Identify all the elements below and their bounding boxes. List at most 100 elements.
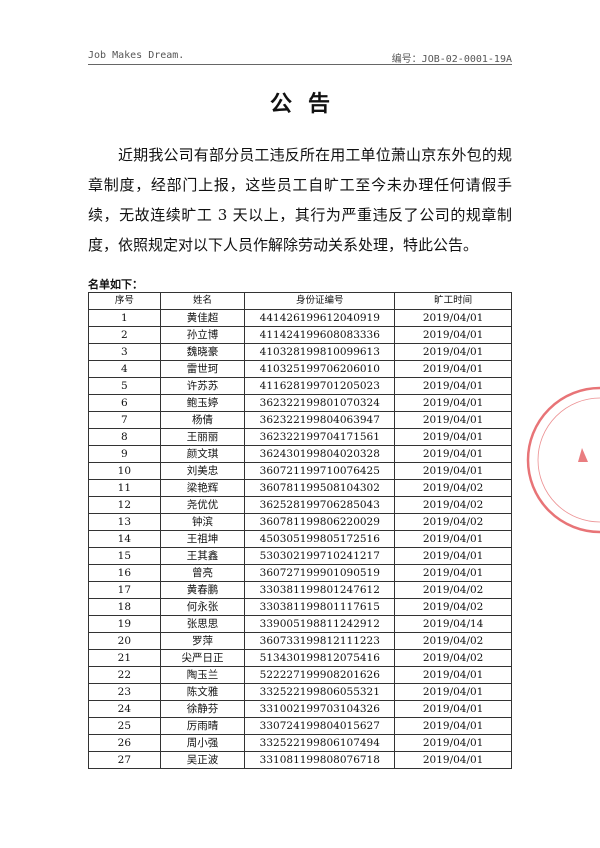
table-row: 5 许苏苏 411628199701205023 2019/04/01	[88, 377, 512, 395]
table-cell: 24	[88, 700, 161, 718]
table-cell: 21	[88, 649, 161, 667]
table-cell: 周小强	[159, 734, 246, 752]
table-cell: 厉雨晴	[159, 717, 246, 735]
table-cell: 2019/04/02	[394, 649, 512, 667]
table-cell: 16	[88, 564, 161, 582]
table-row: 20 罗萍 360733199812111223 2019/04/02	[88, 632, 512, 650]
table-cell: 曾亮	[159, 564, 246, 582]
table-row: 26 周小强 332522199806107494 2019/04/01	[88, 734, 512, 752]
table-row: 27 吴正波 331081199808076718 2019/04/01	[88, 751, 512, 769]
table-cell: 钟滨	[159, 513, 246, 531]
table-cell: 徐静芬	[159, 700, 246, 718]
table-cell: 2019/04/01	[394, 530, 512, 548]
table-cell: 332522199806107494	[244, 734, 396, 752]
table-cell: 2019/04/01	[394, 411, 512, 429]
table-cell: 19	[88, 615, 161, 633]
table-cell: 410328199810099613	[244, 343, 396, 361]
table-cell: 2019/04/01	[394, 394, 512, 412]
table-cell: 330724199804015627	[244, 717, 396, 735]
header-left: Job Makes Dream.	[88, 50, 185, 61]
table-row: 8 王丽丽 362322199704171561 2019/04/01	[88, 428, 512, 446]
table-cell: 339005198811242912	[244, 615, 396, 633]
table-cell: 360781199806220029	[244, 513, 396, 531]
table-row: 6 鲍玉婷 362322199801070324 2019/04/01	[88, 394, 512, 412]
table-cell: 陈文雅	[159, 683, 246, 701]
table-cell: 441426199612040919	[244, 309, 396, 327]
table-cell: 2019/04/01	[394, 564, 512, 582]
table-cell: 20	[88, 632, 161, 650]
table-cell: 362322199704171561	[244, 428, 396, 446]
table-cell: 2019/04/01	[394, 462, 512, 480]
table-row: 2 孙立博 411424199608083336 2019/04/01	[88, 326, 512, 344]
table-cell: 9	[88, 445, 161, 463]
table-cell: 2019/04/01	[394, 428, 512, 446]
table-cell: 11	[88, 479, 161, 497]
table-cell: 2019/04/02	[394, 632, 512, 650]
table-cell: 330381199801247612	[244, 581, 396, 599]
table-row: 19 张思思 339005198811242912 2019/04/14	[88, 615, 512, 633]
table-cell: 10	[88, 462, 161, 480]
table-cell: 王其鑫	[159, 547, 246, 565]
table-row: 17 黄春鹏 330381199801247612 2019/04/02	[88, 581, 512, 599]
table-cell: 2019/04/01	[394, 734, 512, 752]
header-cell: 旷工时间	[394, 292, 512, 310]
table-cell: 411628199701205023	[244, 377, 396, 395]
header-row: 序号 姓名 身份证编号 旷工时间	[88, 292, 512, 310]
page-header: Job Makes Dream. 编号：JOB-02-0001-19A	[88, 50, 512, 65]
table-cell: 2019/04/01	[394, 309, 512, 327]
table-cell: 2019/04/02	[394, 479, 512, 497]
table-cell: 2019/04/01	[394, 683, 512, 701]
table-cell: 410325199706206010	[244, 360, 396, 378]
table-cell: 2019/04/01	[394, 445, 512, 463]
table-row: 16 曾亮 360727199901090519 2019/04/01	[88, 564, 512, 582]
table-row: 14 王祖坤 450305199805172516 2019/04/01	[88, 530, 512, 548]
table-cell: 2019/04/01	[394, 700, 512, 718]
header-cell: 身份证编号	[244, 292, 396, 310]
table-cell: 15	[88, 547, 161, 565]
table-cell: 23	[88, 683, 161, 701]
table-cell: 14	[88, 530, 161, 548]
table-cell: 2019/04/01	[394, 326, 512, 344]
table-row: 7 杨倩 362322199804063947 2019/04/01	[88, 411, 512, 429]
table-cell: 411424199608083336	[244, 326, 396, 344]
table-row: 11 梁艳辉 360781199508104302 2019/04/02	[88, 479, 512, 497]
table-row: 1 黄佳超 441426199612040919 2019/04/01	[88, 309, 512, 327]
table-row: 3 魏晓豪 410328199810099613 2019/04/01	[88, 343, 512, 361]
table-cell: 颜文琪	[159, 445, 246, 463]
table-cell: 3	[88, 343, 161, 361]
table-row: 4 雷世珂 410325199706206010 2019/04/01	[88, 360, 512, 378]
table-cell: 2019/04/01	[394, 547, 512, 565]
table-row: 13 钟滨 360781199806220029 2019/04/02	[88, 513, 512, 531]
title: 公告	[269, 91, 346, 117]
table-cell: 2019/04/02	[394, 513, 512, 531]
table-cell: 7	[88, 411, 161, 429]
table-cell: 张思思	[159, 615, 246, 633]
table-row: 22 陶玉兰 522227199908201626 2019/04/01	[88, 666, 512, 684]
table-row: 23 陈文雅 332522199806055321 2019/04/01	[88, 683, 512, 701]
header-cell: 姓名	[159, 292, 246, 310]
table-cell: 22	[88, 666, 161, 684]
table-cell: 2019/04/01	[394, 751, 512, 769]
table-cell: 2019/04/02	[394, 496, 512, 514]
table-cell: 18	[88, 598, 161, 616]
table-cell: 12	[88, 496, 161, 514]
table-cell: 5	[88, 377, 161, 395]
table-cell: 鲍玉婷	[159, 394, 246, 412]
header-right: 编号：JOB-02-0001-19A	[391, 54, 512, 65]
table-cell: 王祖坤	[159, 530, 246, 548]
stamp	[526, 386, 600, 534]
table-cell: 522227199908201626	[244, 666, 396, 684]
table-cell: 黄佳超	[159, 309, 246, 327]
table-cell: 332522199806055321	[244, 683, 396, 701]
table-cell: 8	[88, 428, 161, 446]
table-cell: 魏晓豪	[159, 343, 246, 361]
table-cell: 362322199801070324	[244, 394, 396, 412]
table-row: 25 厉雨晴 330724199804015627 2019/04/01	[88, 717, 512, 735]
table-cell: 2019/04/01	[394, 360, 512, 378]
table-cell: 27	[88, 751, 161, 769]
table-cell: 13	[88, 513, 161, 531]
table-cell: 黄春鹏	[159, 581, 246, 599]
table-row: 12 尧优优 362528199706285043 2019/04/02	[88, 496, 512, 514]
table-cell: 25	[88, 717, 161, 735]
table-body: 1 黄佳超 441426199612040919 2019/04/01 2 孙立博 4114…	[88, 309, 512, 769]
